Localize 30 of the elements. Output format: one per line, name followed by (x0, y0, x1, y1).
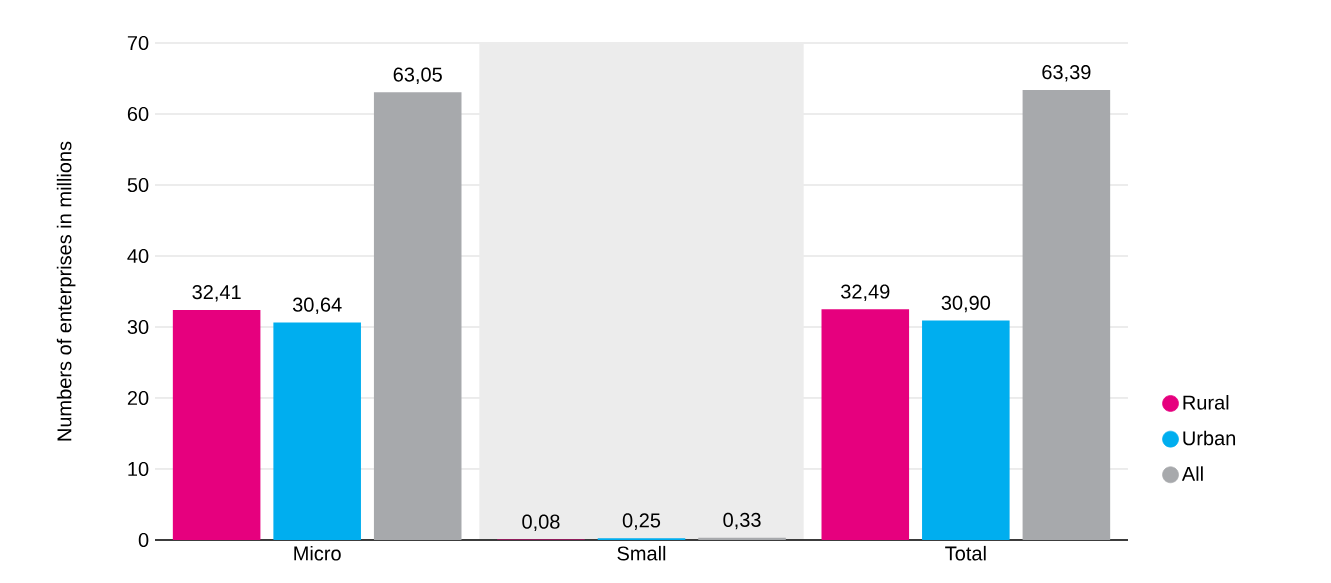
x-tick-label: Micro (294, 545, 341, 561)
data-label: 30,90 (941, 295, 991, 313)
bar (172, 309, 261, 540)
y-tick-label: 50 (127, 177, 149, 193)
y-tick-label: 60 (127, 106, 149, 122)
legend-label: Urban (1183, 430, 1236, 446)
y-tick-label: 30 (127, 319, 149, 335)
legend-label: Rural (1183, 394, 1229, 410)
x-tick-label: Total (945, 545, 986, 561)
bar (922, 320, 1010, 540)
y-tick-label: 20 (127, 390, 149, 406)
data-label: 0,33 (723, 512, 761, 530)
data-label: 30,64 (292, 297, 342, 315)
data-label: 63,05 (393, 67, 442, 85)
y-tick-label: 40 (127, 248, 149, 264)
y-tick-label: 10 (128, 461, 149, 477)
data-label: 63,39 (1042, 65, 1091, 82)
x-tick-label: Small (617, 545, 666, 561)
y-tick-label: 0 (138, 532, 149, 548)
bar (273, 322, 361, 540)
y-tick-label: 70 (127, 35, 149, 51)
bar (373, 92, 462, 540)
data-label: 32,49 (841, 284, 890, 301)
y-axis-title: Numbers of enterprises in millions (56, 141, 76, 441)
bar (821, 309, 910, 540)
legend-label: All (1181, 466, 1203, 481)
data-label: 32,41 (192, 285, 241, 302)
data-label: 0,08 (522, 514, 560, 532)
data-label: 0,25 (622, 513, 661, 530)
bar (1022, 89, 1111, 540)
